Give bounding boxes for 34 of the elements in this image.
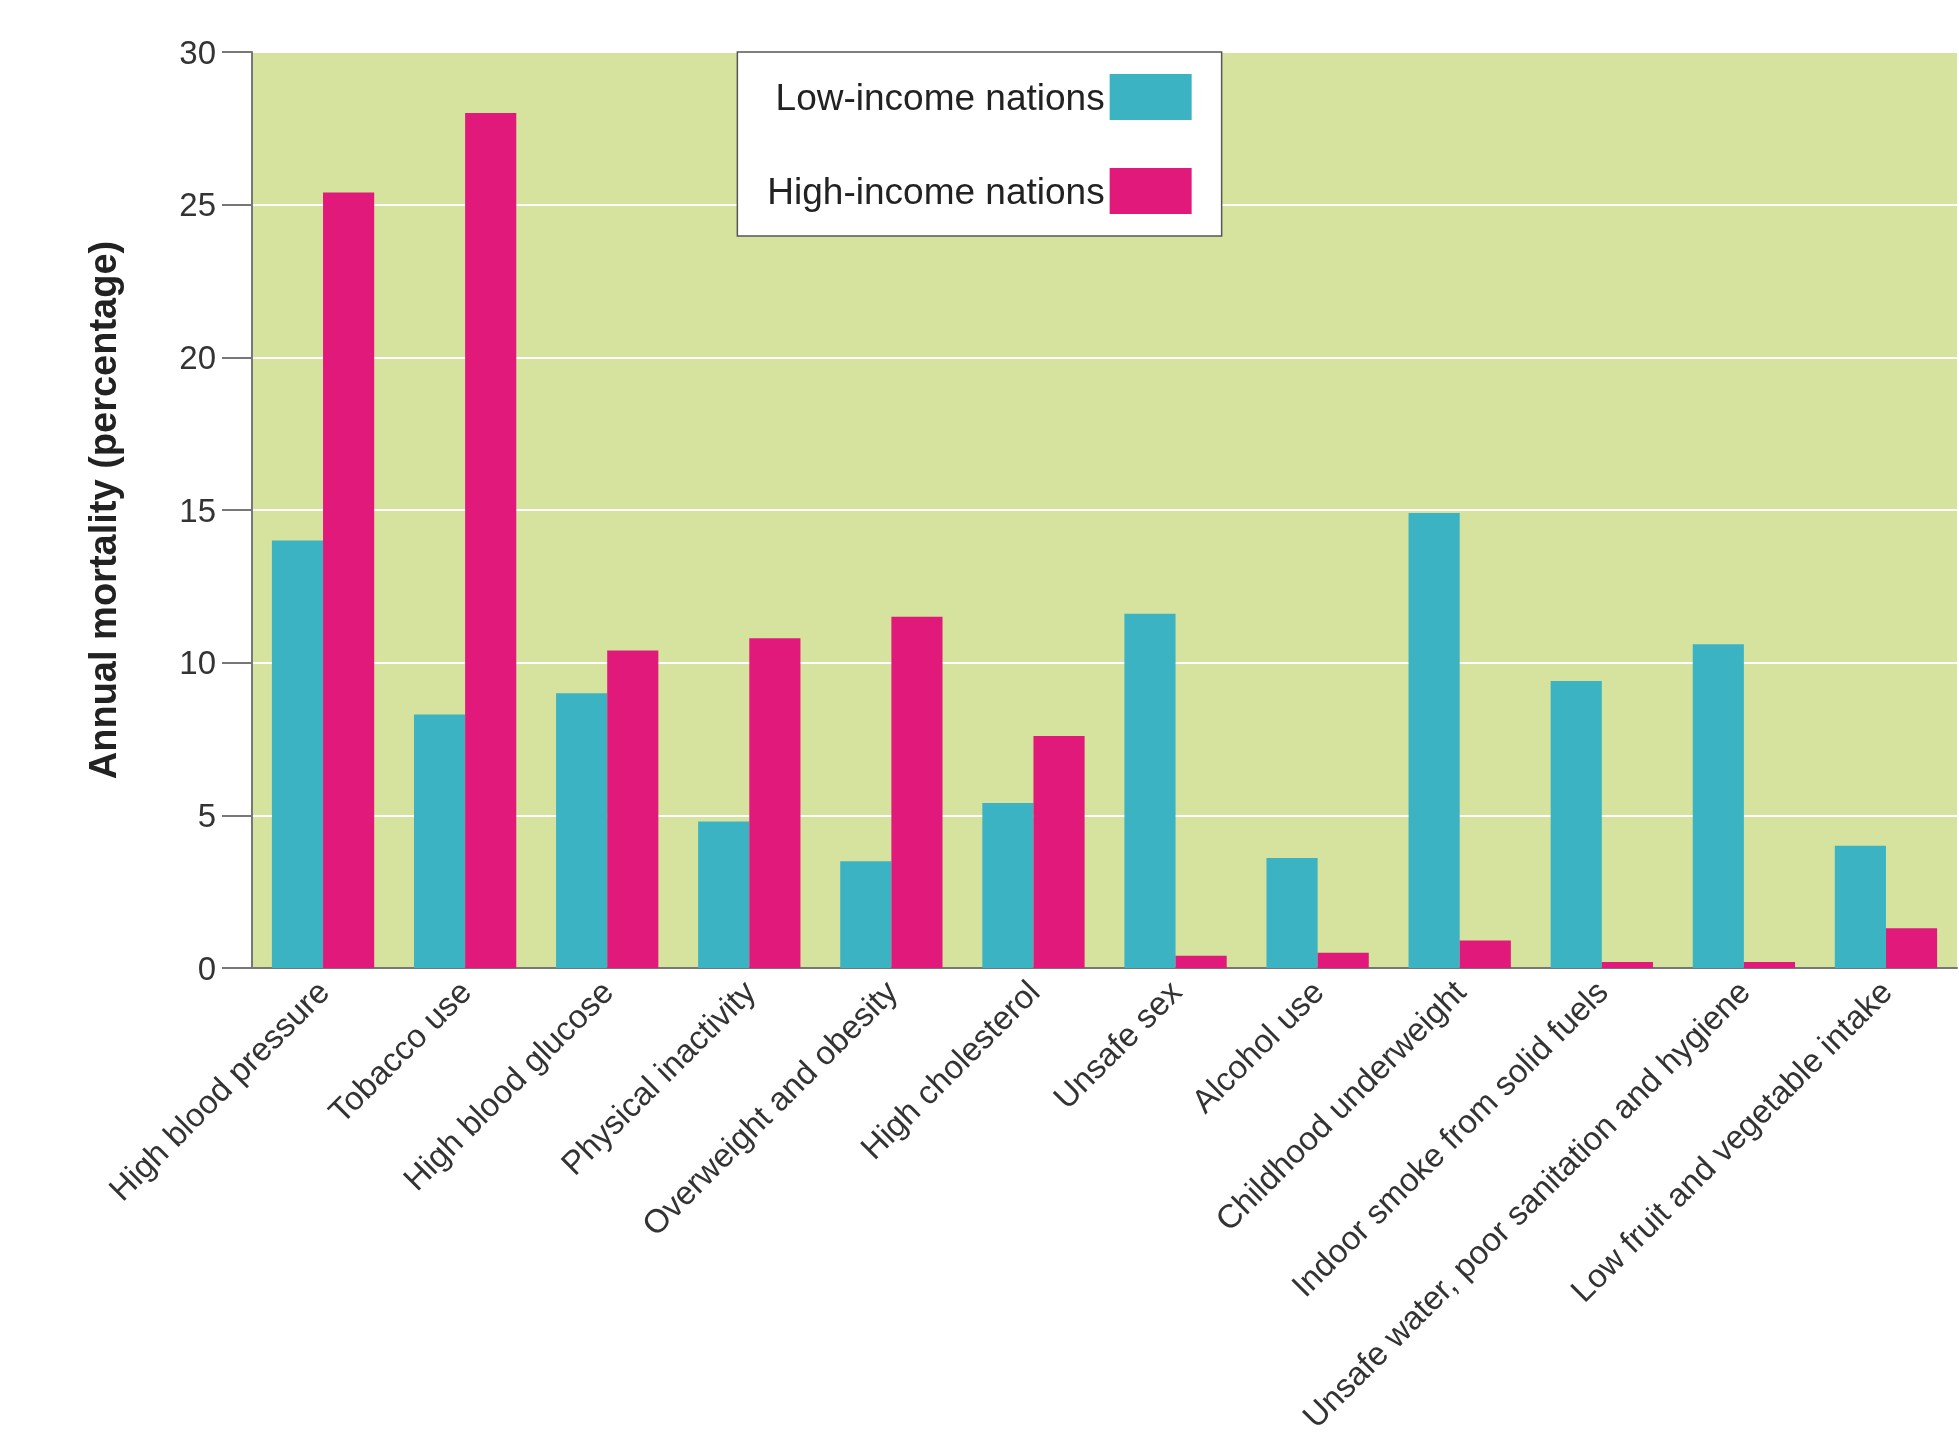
- bar: [1601, 961, 1653, 968]
- bar: [271, 540, 324, 968]
- bar: [1124, 613, 1176, 968]
- bar: [556, 693, 608, 968]
- bar: [1692, 644, 1744, 968]
- legend-label: Low-income nations: [775, 76, 1105, 118]
- bar: [1834, 845, 1886, 968]
- bar: [1459, 940, 1511, 968]
- y-tick-label: 20: [179, 338, 216, 376]
- bar: [1266, 858, 1318, 968]
- legend-label: High-income nations: [767, 170, 1105, 212]
- bar: [1175, 955, 1227, 968]
- bar: [1033, 735, 1085, 968]
- bar: [982, 803, 1034, 968]
- bar: [891, 616, 943, 968]
- bar: [1550, 680, 1602, 968]
- bar: [465, 113, 517, 968]
- y-tick-label: 25: [179, 186, 216, 224]
- bar: [1317, 952, 1369, 968]
- bar: [698, 821, 750, 968]
- y-axis-title: Annual mortality (percentage): [82, 240, 124, 780]
- y-tick-label: 10: [179, 644, 216, 682]
- bar: [749, 638, 801, 968]
- y-tick-label: 30: [179, 33, 216, 71]
- bar: [413, 714, 466, 968]
- bar: [323, 192, 375, 968]
- bar: [1743, 961, 1796, 968]
- y-tick-label: 5: [197, 796, 216, 834]
- bar: [1885, 928, 1938, 968]
- y-tick-label: 15: [179, 491, 216, 529]
- y-tick-label: 0: [197, 949, 216, 987]
- bar: [1408, 513, 1460, 968]
- bar: [607, 650, 659, 968]
- bar: [840, 861, 892, 968]
